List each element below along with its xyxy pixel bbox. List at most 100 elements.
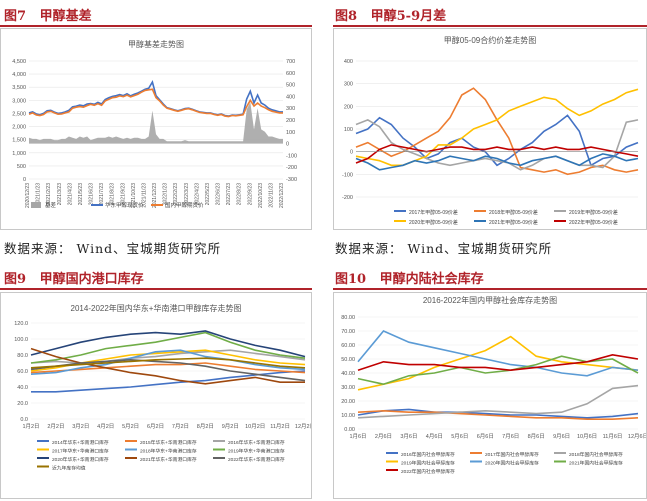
legend-label-0: 2014年华东+华南港口库存 xyxy=(52,439,109,446)
x-tick-label: 7月6日 xyxy=(502,433,519,440)
y-tick-label: 2,500 xyxy=(12,111,26,117)
x-tick-label: 3月6日 xyxy=(400,433,417,440)
x-tick-label: 2月6日 xyxy=(375,433,392,440)
y2-tick-label: 100 xyxy=(286,130,295,136)
chart-title: 2016-2022年国内甲醇社会库存走势图 xyxy=(423,295,557,305)
x-tick-label: 2020/12/23 xyxy=(25,183,31,208)
y-tick-label: 80.00 xyxy=(341,315,355,321)
legend-label-2: 2018年国内社会甲醇库存 xyxy=(569,451,623,458)
x-tick-label: 6月2日 xyxy=(147,423,164,430)
y-tick-label: -200 xyxy=(342,195,353,201)
series-line-0 xyxy=(31,370,306,393)
y-tick-label: 3,500 xyxy=(12,85,26,91)
figure-10-rule xyxy=(333,288,647,290)
basis-chart: 甲醇基差走势图 0 500 1,000 1,500 2,000 2,500 3,000 3,50… xyxy=(12,39,297,209)
figure-8-name: 甲醇5-9月差 xyxy=(370,9,447,24)
x-tick-label: 2022/8/23 xyxy=(237,183,243,205)
x-tick-label: 2021/5/23 xyxy=(78,183,84,205)
x-tick-label: 2021/9/23 xyxy=(120,183,126,205)
x-tick-label: 4月2日 xyxy=(97,423,114,430)
series-line-2 xyxy=(357,384,639,419)
x-tick-label: 2021/12/23 xyxy=(152,183,158,208)
x-tick-label: 5月2日 xyxy=(122,423,139,430)
legend-label-0: 2017年甲醇05-09价差 xyxy=(409,209,458,216)
port-inventory-panel: 2014-2022年国内华东+华南港口甲醇库存走势图 0.0 20.0 40.0 60.… xyxy=(0,292,312,499)
x-tick-label: 2022/3/23 xyxy=(184,183,190,205)
y-tick-label: 70.00 xyxy=(341,329,355,335)
legend-label-6: 2020年华东+华南港口库存 xyxy=(52,456,109,463)
x-tick-label: 2021/3/23 xyxy=(57,183,63,205)
legend-label-1: 2018年甲醇05-09价差 xyxy=(489,209,538,216)
series-line-4 xyxy=(355,153,639,171)
x-tick-label: 2022/6/23 xyxy=(216,183,222,205)
figure-10-label: 图10 xyxy=(335,272,367,287)
series-line-1 xyxy=(357,409,639,420)
series-line-6 xyxy=(357,353,639,372)
y-tick-label: 0 xyxy=(23,177,26,183)
legend-label-1: 2015年华东+华南港口库存 xyxy=(140,439,197,446)
figure-8-rule xyxy=(333,25,647,27)
x-tick-label: 1月6日 xyxy=(349,433,366,440)
legend-label-8: 2022年华东+华南港口库存 xyxy=(228,456,285,463)
y2-tick-label: 600 xyxy=(286,71,295,77)
y-tick-label: 400 xyxy=(344,59,353,65)
x-tick-label: 2021/2/23 xyxy=(46,183,52,205)
figure-9-label: 图9 xyxy=(4,272,27,287)
y2-tick-label: 700 xyxy=(286,59,295,65)
y-tick-label: 0.00 xyxy=(344,427,355,433)
x-tick-label: 2022/11/23 xyxy=(268,183,274,208)
chart-title: 2014-2022年国内华东+华南港口甲醇库存走势图 xyxy=(71,303,242,313)
x-tick-label: 2022/10/23 xyxy=(258,183,264,208)
x-tick-label: 7月2日 xyxy=(172,423,189,430)
y2-tick-label: -300 xyxy=(286,177,297,183)
y-tick-label: 30.00 xyxy=(341,385,355,391)
x-tick-label: 11月2日 xyxy=(270,423,290,430)
legend-label-3: 2019年国内社会甲醇库存 xyxy=(401,460,455,467)
x-tick-label: 6月6日 xyxy=(477,433,494,440)
y2-tick-label: 0 xyxy=(286,142,289,148)
legend-label-4: 2021年甲醇05-09价差 xyxy=(489,219,538,226)
x-tick-label: 3月2日 xyxy=(72,423,89,430)
x-tick-label: 12月6日 xyxy=(628,433,646,440)
social-inventory-panel: 2016-2022年国内甲醇社会库存走势图 0.00 10.00 20.00 30.00… xyxy=(333,292,647,499)
chart-title: 甲醇05-09合约价差走势图 xyxy=(444,35,536,45)
y-tick-label: 120.0 xyxy=(14,321,28,327)
x-tick-label: 2021/11/23 xyxy=(141,183,147,208)
x-tick-label: 2021/4/23 xyxy=(67,183,73,205)
y2-tick-label: -100 xyxy=(286,153,297,159)
figure-8-title: 图8 甲醇5-9月差 xyxy=(335,5,446,24)
legend-swatch-0 xyxy=(31,202,41,208)
legend-label-1: 华东甲醇现货价 xyxy=(105,201,144,209)
x-tick-label: 2021/6/23 xyxy=(89,183,95,205)
legend-label-5: 2021年国内社会甲醇库存 xyxy=(569,460,623,467)
spread-chart-panel: 甲醇05-09合约价差走势图 -200 -100 0 100 200 300 400 2017年… xyxy=(333,28,647,230)
x-tick-label: 2021/1/23 xyxy=(36,183,42,205)
figure-7-name: 甲醇基差 xyxy=(39,9,92,24)
y-tick-label: 0 xyxy=(350,150,353,156)
chart-title: 甲醇基差走势图 xyxy=(128,39,184,49)
y-tick-label: 500 xyxy=(17,164,26,170)
x-tick-label: 2022/7/23 xyxy=(226,183,232,205)
x-tick-label: 11月6日 xyxy=(603,433,623,440)
series-line-0 xyxy=(357,408,639,419)
y-tick-label: 40.00 xyxy=(341,371,355,377)
legend-label-2: 国内甲醇期货价 xyxy=(165,201,204,209)
x-tick-label: 8月6日 xyxy=(528,433,545,440)
y-tick-label: 60.00 xyxy=(341,343,355,349)
series-line-5 xyxy=(30,331,306,364)
figure-10-name: 甲醇内陆社会库存 xyxy=(379,272,484,287)
figure-9-name: 甲醇国内港口库存 xyxy=(39,272,144,287)
x-tick-label: 2022/9/23 xyxy=(247,183,253,205)
y-tick-label: 1,500 xyxy=(12,138,26,144)
series-line-7 xyxy=(30,347,305,385)
series-line-4 xyxy=(357,330,639,377)
x-tick-label: 12月2日 xyxy=(295,423,311,430)
y2-tick-label: 200 xyxy=(286,118,295,124)
x-tick-label: 10月6日 xyxy=(577,433,597,440)
y-tick-label: 3,000 xyxy=(12,98,26,104)
y-tick-label: 40.0 xyxy=(17,385,28,391)
port-inventory-chart: 2014-2022年国内华东+华南港口甲醇库存走势图 0.0 20.0 40.0 60.… xyxy=(14,303,311,472)
y2-tick-label: 400 xyxy=(286,94,295,100)
series-line-5 xyxy=(355,144,639,164)
legend-label-0: 基差 xyxy=(45,201,57,209)
